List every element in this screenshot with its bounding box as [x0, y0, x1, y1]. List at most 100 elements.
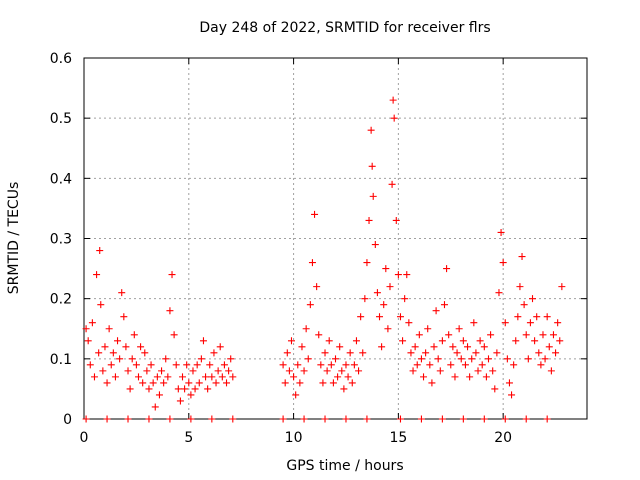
- data-point: [162, 355, 170, 363]
- data-point: [170, 331, 178, 339]
- data-point: [344, 373, 352, 381]
- data-point: [389, 96, 397, 104]
- data-point: [512, 337, 520, 345]
- data-point: [208, 415, 216, 423]
- data-point: [95, 349, 103, 357]
- data-point: [183, 361, 191, 369]
- data-point: [392, 216, 400, 224]
- data-point: [116, 355, 124, 363]
- data-point: [461, 361, 469, 369]
- data-point: [166, 415, 174, 423]
- data-point: [96, 247, 104, 255]
- data-point: [306, 301, 314, 309]
- data-point: [350, 361, 358, 369]
- data-point: [541, 355, 549, 363]
- data-point: [478, 361, 486, 369]
- data-point: [508, 391, 516, 399]
- data-point: [114, 337, 122, 345]
- data-point: [396, 313, 404, 321]
- data-point: [464, 343, 472, 351]
- data-point: [158, 367, 166, 375]
- data-point: [206, 361, 214, 369]
- y-tick-label: 0.3: [50, 232, 72, 248]
- data-point: [124, 415, 132, 423]
- data-point: [495, 289, 503, 297]
- data-point: [491, 385, 499, 393]
- data-point: [151, 403, 159, 411]
- data-point: [279, 361, 287, 369]
- data-point: [329, 379, 337, 387]
- data-point: [172, 361, 180, 369]
- data-point: [376, 313, 384, 321]
- data-point: [355, 367, 363, 375]
- data-point: [378, 343, 386, 351]
- data-point: [520, 301, 528, 309]
- data-point: [420, 373, 428, 381]
- data-point: [181, 385, 189, 393]
- data-point: [503, 355, 511, 363]
- data-point: [440, 301, 448, 309]
- data-point: [340, 385, 348, 393]
- data-point: [426, 361, 434, 369]
- data-point: [321, 415, 329, 423]
- data-point: [84, 337, 92, 345]
- data-point: [497, 228, 505, 236]
- data-point: [531, 337, 539, 345]
- data-point: [189, 367, 197, 375]
- data-point: [417, 415, 425, 423]
- data-point: [438, 337, 446, 345]
- data-point: [342, 415, 350, 423]
- data-point: [279, 415, 287, 423]
- data-point: [407, 349, 415, 357]
- data-point: [134, 373, 142, 381]
- data-point: [118, 289, 126, 297]
- data-point: [223, 379, 231, 387]
- data-point: [363, 259, 371, 267]
- data-point: [384, 325, 392, 333]
- data-point: [524, 355, 532, 363]
- data-point: [533, 313, 541, 321]
- data-point: [212, 379, 220, 387]
- data-point: [145, 385, 153, 393]
- data-point: [166, 307, 174, 315]
- data-point: [124, 367, 132, 375]
- data-point: [332, 355, 339, 363]
- data-point: [185, 379, 193, 387]
- data-point: [214, 367, 222, 375]
- data-point: [220, 361, 228, 369]
- data-point: [103, 415, 111, 423]
- data-point: [396, 415, 404, 423]
- data-point: [120, 313, 128, 321]
- data-point: [315, 331, 323, 339]
- data-point: [97, 301, 105, 309]
- data-point: [415, 331, 423, 339]
- data-point: [352, 337, 360, 345]
- x-axis-ticks: 0 5 10 15 20: [80, 58, 512, 446]
- data-point: [323, 367, 331, 375]
- data-point: [401, 295, 409, 303]
- data-point: [313, 283, 321, 291]
- data-point: [357, 313, 365, 321]
- data-point: [298, 343, 306, 351]
- data-point: [403, 271, 411, 279]
- data-point: [164, 373, 172, 381]
- x-axis-label: GPS time / hours: [286, 458, 403, 474]
- data-point: [111, 373, 119, 381]
- y-tick-label: 0: [63, 412, 72, 428]
- data-point: [445, 331, 453, 339]
- data-point: [505, 379, 513, 387]
- data-point: [281, 379, 289, 387]
- data-point: [132, 361, 140, 369]
- data-point: [361, 295, 369, 303]
- data-point: [208, 373, 216, 381]
- data-point: [549, 331, 557, 339]
- data-point: [122, 343, 130, 351]
- data-point: [554, 319, 562, 327]
- data-point: [514, 313, 522, 321]
- data-point: [455, 325, 463, 333]
- data-point: [386, 283, 394, 291]
- data-point: [380, 301, 388, 309]
- data-point: [432, 307, 440, 315]
- data-point: [373, 289, 381, 297]
